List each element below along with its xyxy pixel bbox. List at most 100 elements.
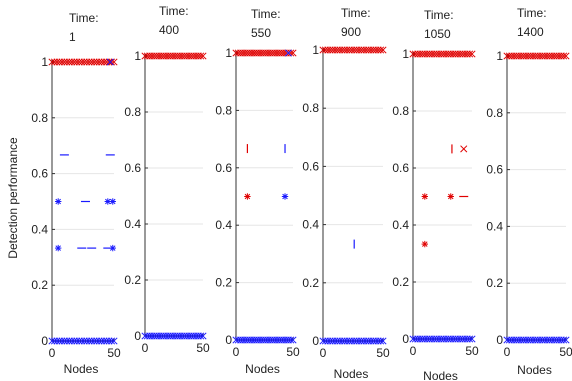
y-tick-label: 0.4 [302,218,319,232]
y-tick-label: 0.2 [31,278,48,292]
y-tick-label: 0.6 [302,159,319,173]
panel-title: 1400 [517,25,544,39]
panel-3: 0 0.2 0.4 0.6 0.8 1 0 50 Time: 550 Nodes [215,7,300,376]
data-point [466,335,474,343]
y-tick-label: 0.8 [124,105,141,119]
panel-6: 0 0.2 0.4 0.6 0.8 1 0 50 Time: 1400 Nodes [486,6,572,377]
data-point [468,50,476,58]
y-tick-label: 0.4 [124,217,141,231]
x-axis-label: Nodes [64,362,99,376]
y-tick-label: 0 [402,332,409,346]
panel-title: Time: [424,8,454,22]
y-tick-label: 1 [225,46,232,60]
y-tick-label: 0.6 [486,163,503,177]
data-point [199,332,207,340]
data-point [109,244,116,252]
y-tick-label: 0.8 [392,104,409,118]
data-point [447,193,454,200]
series-2 [284,49,292,57]
data-point [106,58,114,66]
y-tick-label: 0.4 [215,218,232,232]
y-tick-label: 0.4 [486,219,503,233]
series-8 [55,244,116,252]
series-6 [55,198,116,205]
panel-2: 0 0.2 0.4 0.6 0.8 1 0 50 Time: 400 [124,4,210,355]
series-7 [409,335,476,343]
data-point [197,332,205,340]
panel-title: 1 [69,30,76,44]
panel-title: Time: [341,6,371,20]
data-point [379,46,387,54]
panel-title: 400 [159,23,179,37]
series-3 [319,337,387,345]
data-point [377,337,385,345]
panel-4: 0 0.2 0.4 0.6 0.8 1 0 50 Time: 900 Nodes [302,6,390,381]
data-point [281,193,289,200]
y-tick-label: 0 [134,329,141,343]
x-tick-label: 50 [196,341,210,355]
data-point [460,145,468,153]
series-6 [281,193,289,200]
x-tick-label: 50 [376,346,390,360]
data-point [109,198,116,205]
series-1 [48,58,118,66]
y-tick-label: 0.6 [392,161,409,175]
x-axis-label: Nodes [334,367,369,381]
data-point [466,50,474,58]
x-tick-label: 0 [504,345,511,359]
y-tick-label: 0.8 [302,101,319,115]
y-tick-label: 0.6 [215,161,232,175]
y-tick-label: 1 [134,49,141,63]
series-7 [232,336,297,344]
y-tick-label: 0.2 [392,275,409,289]
x-axis-label: Nodes [517,363,552,377]
panel-1: 0 0.2 0.4 0.6 0.8 1 0 50 Time: 1 Nodes [31,11,121,376]
data-point [377,46,385,54]
y-tick-label: 0.6 [31,167,48,181]
data-point [289,336,297,344]
series-6 [421,240,428,248]
panel-title: 550 [251,26,271,40]
data-point [421,240,428,248]
series-4 [421,193,454,200]
series-1 [409,50,476,58]
panel-title: Time: [69,11,99,25]
x-tick-label: 50 [286,345,300,359]
y-tick-label: 0.6 [124,161,141,175]
y-tick-label: 0.2 [486,276,503,290]
series-1 [141,52,207,60]
x-tick-label: 0 [142,341,149,355]
x-tick-label: 0 [320,346,327,360]
data-point [284,49,292,57]
y-tick-label: 0.8 [215,103,232,117]
y-tick-label: 0.2 [215,276,232,290]
series-3 [460,145,468,153]
series-2 [141,332,207,340]
series-2 [106,58,114,66]
data-point [421,193,428,200]
data-point [55,198,62,205]
data-point [287,49,295,57]
data-point [107,337,116,345]
data-point [110,337,118,345]
x-tick-label: 50 [465,344,479,358]
data-point [379,337,387,345]
y-tick-label: 0.8 [486,106,503,120]
y-tick-label: 0.4 [392,218,409,232]
y-tick-label: 0 [312,334,319,348]
data-point [197,52,205,60]
y-axis-label: Detection performance [6,137,20,259]
data-point [560,52,568,60]
data-point [55,244,62,252]
x-tick-label: 0 [410,344,417,358]
series-1 [319,46,387,54]
y-tick-label: 0.4 [31,222,48,236]
panel-title: 900 [341,25,361,39]
panel-title: Time: [517,6,547,20]
y-tick-label: 0.8 [31,111,48,125]
y-tick-label: 0 [496,333,503,347]
data-point [562,336,570,344]
data-point [287,336,295,344]
y-tick-label: 1 [312,43,319,57]
